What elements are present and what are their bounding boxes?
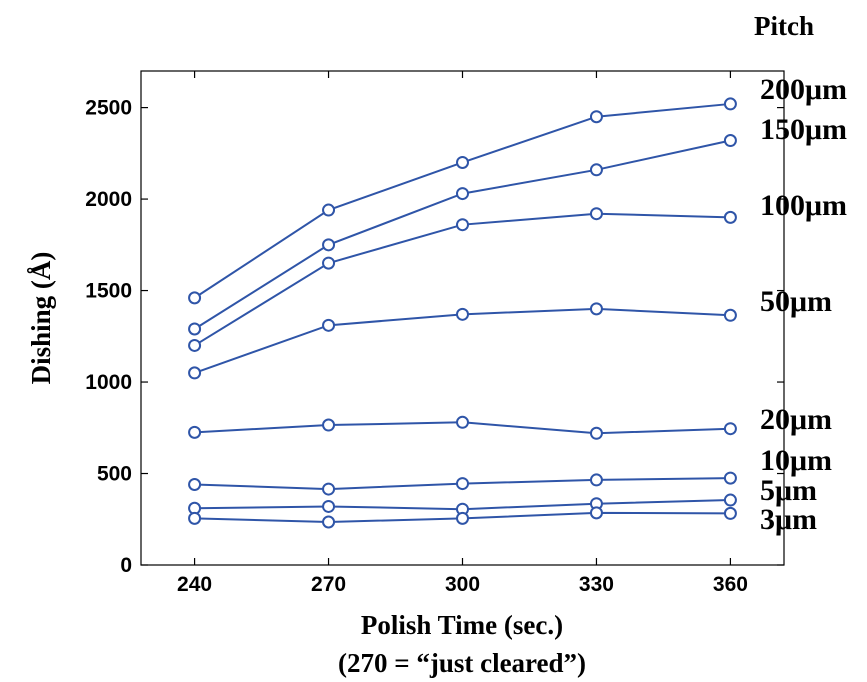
series-label-200m: 200μm xyxy=(760,73,847,106)
y-tick-label: 1000 xyxy=(85,371,132,394)
series-label-20m: 20μm xyxy=(760,403,832,436)
x-axis-note: (270 = “just cleared”) xyxy=(338,648,586,678)
data-point-5m xyxy=(723,493,737,507)
x-tick-label: 360 xyxy=(713,573,748,596)
data-point-10m xyxy=(589,473,603,487)
y-tick-label: 2000 xyxy=(85,188,132,211)
series-label-100m: 100μm xyxy=(760,189,847,222)
data-point-5m xyxy=(322,499,336,513)
data-point-50m xyxy=(456,307,469,321)
series-label-3m: 3μm xyxy=(760,503,817,536)
data-point-200m xyxy=(589,110,603,124)
data-point-150m xyxy=(589,163,603,177)
data-point-20m xyxy=(589,426,603,440)
data-point-3m xyxy=(456,511,469,525)
data-point-100m xyxy=(322,256,336,270)
y-tick-label: 500 xyxy=(97,463,132,486)
data-point-150m xyxy=(456,187,469,201)
data-point-100m xyxy=(589,207,603,221)
data-point-10m xyxy=(322,482,336,496)
x-tick-label: 300 xyxy=(445,573,480,596)
data-point-150m xyxy=(322,238,336,252)
data-point-50m xyxy=(188,366,202,380)
data-point-20m xyxy=(188,425,202,439)
y-tick-label: 1500 xyxy=(85,280,132,303)
data-point-10m xyxy=(723,471,737,485)
data-point-100m xyxy=(188,338,202,352)
data-point-100m xyxy=(456,218,469,232)
data-point-3m xyxy=(188,511,202,525)
data-point-10m xyxy=(456,477,469,491)
x-tick-label: 240 xyxy=(177,573,212,596)
data-point-200m xyxy=(188,291,202,305)
series-lines xyxy=(188,97,737,529)
series-label-50m: 50μm xyxy=(760,285,832,318)
axis-ticks: 240 270 300 330 360 0 500 1000 1500 2000 2500 xyxy=(85,71,784,596)
data-point-200m xyxy=(723,97,737,111)
data-point-50m xyxy=(589,302,603,316)
y-axis-title: Dishing (Å) xyxy=(26,252,56,385)
data-point-100m xyxy=(723,210,737,224)
data-point-3m xyxy=(723,506,737,520)
x-tick-label: 270 xyxy=(311,573,346,596)
x-tick-label: 330 xyxy=(579,573,614,596)
data-point-200m xyxy=(322,203,336,217)
series-line-200m xyxy=(194,102,731,299)
y-tick-label: 0 xyxy=(120,554,132,577)
series-label-10m: 10μm xyxy=(760,444,832,477)
data-point-20m xyxy=(723,422,737,436)
data-point-150m xyxy=(188,322,202,336)
data-point-150m xyxy=(723,134,737,148)
data-point-20m xyxy=(322,418,336,432)
y-tick-label: 2500 xyxy=(85,97,132,120)
data-point-50m xyxy=(322,318,336,332)
legend-title: Pitch xyxy=(754,11,814,41)
data-point-20m xyxy=(456,415,469,429)
data-point-200m xyxy=(456,155,469,169)
series-label-150m: 150μm xyxy=(760,113,847,146)
series-label-5m: 5μm xyxy=(760,474,817,507)
data-point-10m xyxy=(188,477,202,491)
data-point-3m xyxy=(322,515,336,529)
data-point-50m xyxy=(723,308,737,322)
data-point-3m xyxy=(589,506,603,520)
x-axis-title: Polish Time (sec.) xyxy=(361,610,563,640)
